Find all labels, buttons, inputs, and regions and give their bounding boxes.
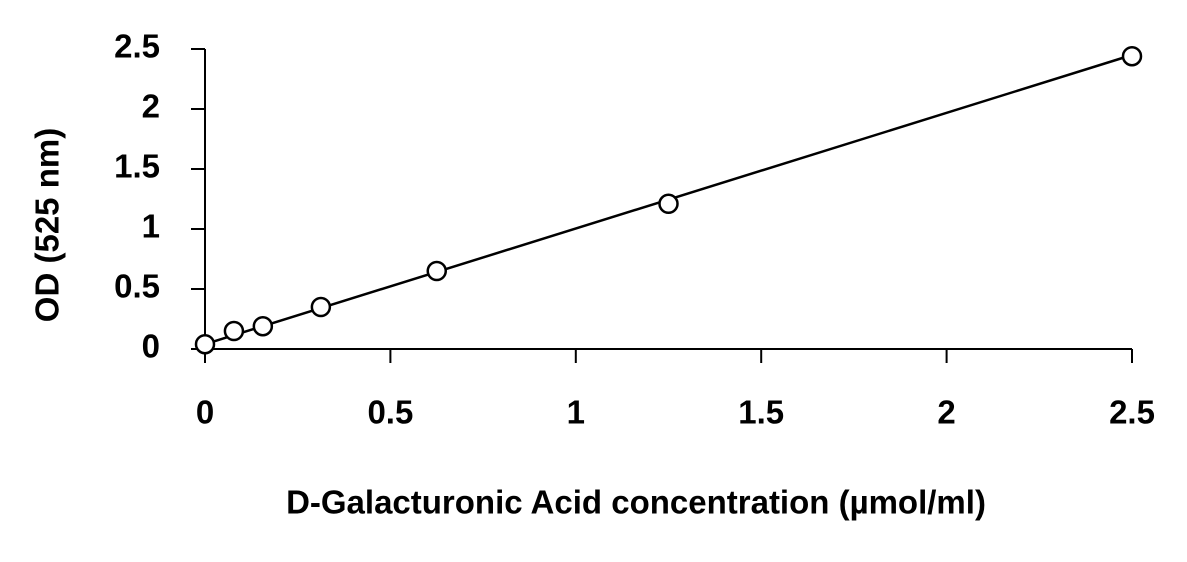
x-axis-title: D-Galacturonic Acid concentration (µmol/… bbox=[286, 484, 986, 521]
x-tick-label: 0.5 bbox=[367, 394, 413, 431]
x-tick-label: 1.5 bbox=[738, 394, 784, 431]
y-tick-label: 2.5 bbox=[114, 28, 160, 65]
y-axis-title: OD (525 nm) bbox=[29, 128, 66, 322]
x-tick-label: 2.5 bbox=[1109, 394, 1155, 431]
x-tick-label: 0 bbox=[196, 394, 214, 431]
y-tick-label: 1.5 bbox=[114, 148, 160, 185]
point bbox=[194, 333, 216, 355]
y-tick-label: 1 bbox=[142, 208, 160, 245]
y-tick-label: 2 bbox=[142, 88, 160, 125]
point bbox=[658, 193, 679, 215]
point bbox=[426, 260, 447, 282]
point bbox=[223, 320, 245, 342]
x-tick-label: 2 bbox=[937, 394, 955, 431]
y-tick-label: 0 bbox=[142, 328, 160, 365]
x-tick-label: 1 bbox=[567, 394, 585, 431]
y-tick-label: 0.5 bbox=[114, 268, 160, 305]
point bbox=[310, 296, 332, 318]
point bbox=[1121, 45, 1143, 67]
point bbox=[252, 315, 274, 337]
